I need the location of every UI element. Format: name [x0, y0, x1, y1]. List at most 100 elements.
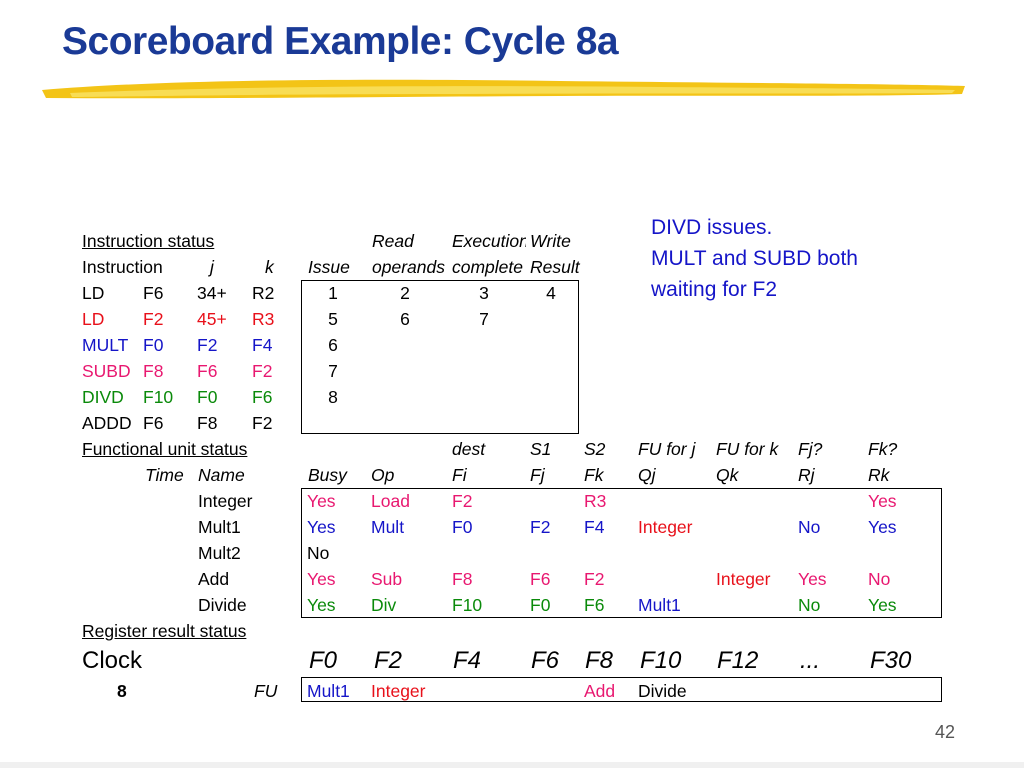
instr-j: F0 [197, 387, 218, 407]
header-qk: Qk [716, 465, 739, 485]
functional-unit-status-label: Functional unit status [82, 439, 248, 459]
fu-busy: Yes [307, 517, 336, 537]
fu-fj: F0 [530, 595, 551, 615]
fu-op: Div [371, 595, 397, 615]
fu-name: Mult1 [198, 517, 241, 537]
header-j: j [210, 257, 214, 277]
instr-dest: F0 [143, 335, 164, 355]
register-name: F8 [585, 647, 614, 674]
fu-rk: Yes [868, 491, 897, 511]
instruction-status-box [301, 280, 579, 434]
fu-rj: No [798, 595, 821, 615]
instr-op: ADDD [82, 413, 132, 433]
instr-k: R3 [252, 309, 275, 329]
header-read-operands: operands [372, 257, 445, 277]
fu-busy: Yes [307, 569, 336, 589]
header-issue: Issue [308, 257, 350, 277]
header-busy: Busy [308, 465, 347, 485]
fu-name: Add [198, 569, 230, 589]
header-fj: Fj [530, 465, 545, 485]
fu-busy: Yes [307, 595, 336, 615]
header-fk-ready: Fk? [868, 439, 898, 459]
header-fu-for-j: FU for j [638, 439, 696, 459]
fu-qk: Integer [716, 569, 771, 589]
instr-k: F2 [252, 361, 273, 381]
page-number: 42 [935, 722, 956, 742]
instr-exec: 3 [479, 283, 489, 303]
clock-label: Clock [82, 647, 143, 674]
header-k: k [265, 257, 274, 277]
instr-issue: 8 [328, 387, 338, 407]
header-s1: S1 [530, 439, 552, 459]
fu-name: Mult2 [198, 543, 241, 563]
instruction-status-label: Instruction status [82, 231, 215, 251]
instr-k: F6 [252, 387, 273, 407]
register-fu-value: Integer [371, 681, 426, 701]
fu-fi: F2 [452, 491, 473, 511]
fu-rj: Yes [798, 569, 827, 589]
instr-j: 34+ [197, 283, 227, 303]
clock-value: 8 [117, 681, 127, 701]
header-time: Time [145, 465, 184, 485]
instr-k: F4 [252, 335, 273, 355]
fu-op: Mult [371, 517, 405, 537]
instr-k: R2 [252, 283, 275, 303]
fu-fi: F8 [452, 569, 473, 589]
header-write-result: Result [530, 257, 580, 277]
header-rk: Rk [868, 465, 890, 485]
note-line: DIVD issues. [651, 216, 773, 239]
fu-fj: F6 [530, 569, 551, 589]
fu-fk: R3 [584, 491, 607, 511]
instr-op: MULT [82, 335, 129, 355]
header-read: Read [372, 231, 414, 251]
fu-fk: F6 [584, 595, 605, 615]
fu-busy: No [307, 543, 330, 563]
register-fu-value: Add [584, 681, 616, 701]
fu-op: Sub [371, 569, 403, 589]
register-name: F10 [640, 647, 682, 674]
register-fu-value: Divide [638, 681, 687, 701]
fu-fi: F10 [452, 595, 483, 615]
note-line: waiting for F2 [651, 278, 778, 301]
instr-j: F2 [197, 335, 218, 355]
instr-dest: F6 [143, 413, 164, 433]
footer-strip [0, 762, 1024, 768]
fu-name: Integer [198, 491, 253, 511]
fu-qj: Integer [638, 517, 693, 537]
fu-row-label: FU [254, 681, 278, 701]
header-name: Name [198, 465, 245, 485]
header-op: Op [371, 465, 395, 485]
instr-op: SUBD [82, 361, 131, 381]
instr-issue: 1 [328, 283, 338, 303]
header-exec-complete: complete [452, 257, 524, 277]
instr-exec: 7 [479, 309, 489, 329]
instr-write: 4 [546, 283, 556, 303]
note-line: MULT and SUBD both [651, 247, 858, 270]
instr-dest: F2 [143, 309, 164, 329]
instr-dest: F6 [143, 283, 164, 303]
instr-op: DIVD [82, 387, 124, 407]
header-instruction: Instruction [82, 257, 163, 277]
register-name: F0 [309, 647, 338, 674]
header-rj: Rj [798, 465, 815, 485]
fu-qj: Mult1 [638, 595, 681, 615]
fu-op: Load [371, 491, 410, 511]
instr-issue: 7 [328, 361, 338, 381]
header-qj: Qj [638, 465, 656, 485]
header-execution: Execution [452, 231, 526, 251]
fu-fk: F4 [584, 517, 605, 537]
instr-read: 2 [400, 283, 410, 303]
instr-k: F2 [252, 413, 273, 433]
header-write: Write [530, 231, 571, 251]
register-name: F12 [717, 647, 759, 674]
fu-rk: Yes [868, 517, 897, 537]
register-result-box [301, 677, 942, 702]
fu-busy: Yes [307, 491, 336, 511]
header-s2: S2 [584, 439, 606, 459]
register-name: ... [800, 647, 821, 674]
slide-title: Scoreboard Example: Cycle 8a [62, 20, 619, 63]
instr-read: 6 [400, 309, 410, 329]
instr-dest: F8 [143, 361, 164, 381]
fu-fj: F2 [530, 517, 551, 537]
register-name: F2 [374, 647, 403, 674]
